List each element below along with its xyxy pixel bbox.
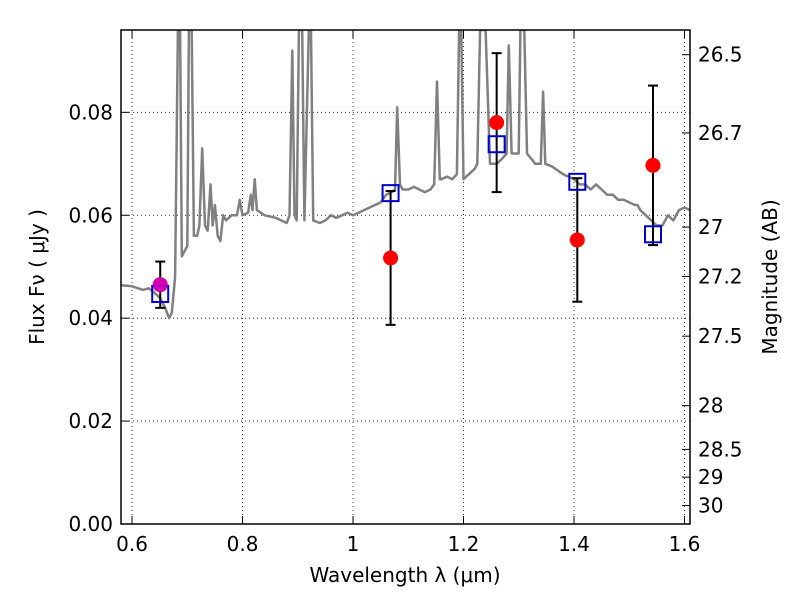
y2-tick-label: 27.2 — [698, 264, 743, 288]
model-flux-square — [568, 172, 587, 191]
y2-tick-label: 26.7 — [698, 121, 743, 145]
y2-tick-label: 29 — [698, 465, 723, 489]
y-axis-label: Flux Fν ( μJy ) — [25, 209, 49, 345]
y-tick-label: 0.08 — [68, 100, 113, 124]
x-tick-label: 0.8 — [227, 532, 259, 556]
y2-tick-label: 28 — [698, 394, 723, 418]
y2-tick-label: 30 — [698, 493, 723, 517]
y2-tick-label: 27.5 — [698, 324, 743, 348]
y-tick-label: 0.00 — [68, 512, 113, 536]
y2-tick-label: 28.5 — [698, 437, 743, 461]
x-tick-label: 1.4 — [558, 532, 590, 556]
y-tick-label: 0.06 — [68, 203, 113, 227]
observed-flux-point — [569, 232, 585, 248]
y2-tick-label: 27 — [698, 215, 723, 239]
observed-flux-point — [489, 115, 505, 131]
x-tick-label: 1.6 — [669, 532, 701, 556]
x-axis-label: Wavelength λ (μm) — [309, 563, 500, 587]
observed-flux-point-overlap — [152, 277, 168, 293]
x-tick-label: 0.6 — [116, 532, 148, 556]
data-layer — [121, 30, 690, 320]
x-tick-label: 1 — [347, 532, 360, 556]
y-tick-label: 0.02 — [68, 409, 113, 433]
y2-axis-label: Magnitude (AB) — [758, 199, 782, 354]
x-tick-label: 1.2 — [448, 532, 480, 556]
model-spectrum-line — [121, 30, 690, 320]
model-flux-square — [381, 184, 400, 203]
y2-tick-label: 26.5 — [698, 43, 743, 67]
observed-flux-point — [383, 250, 399, 266]
model-flux-square — [487, 135, 506, 154]
plot-frame — [120, 29, 691, 525]
y-tick-label: 0.04 — [68, 306, 113, 330]
error-bars-layer — [151, 52, 662, 326]
model-flux-square — [643, 225, 662, 244]
axis-ticks: 0.6 0.8 1 1.2 1.4 1.6 0.00 0.02 0.04 0.06 0.08 26.5… — [68, 30, 743, 556]
grid-lines — [121, 30, 690, 524]
observed-flux-point — [645, 157, 661, 173]
